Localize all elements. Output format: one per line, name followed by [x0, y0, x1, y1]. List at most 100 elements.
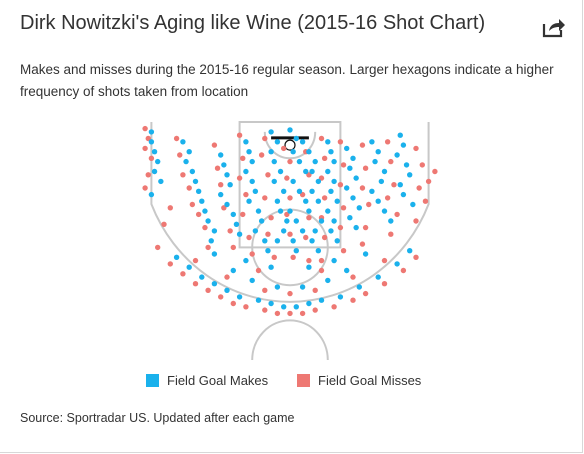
- shot-miss-88: [243, 304, 249, 310]
- shot-make-77: [328, 149, 334, 155]
- shot-miss-9: [177, 152, 183, 158]
- shot-make-137: [243, 257, 249, 264]
- shot-miss-75: [419, 162, 425, 168]
- shot-miss-65: [366, 201, 372, 208]
- shot-make-25: [233, 221, 240, 227]
- shot-make-50: [274, 238, 281, 244]
- shot-make-69: [309, 188, 315, 194]
- shot-make-105: [397, 132, 403, 138]
- shot-miss-78: [413, 218, 419, 224]
- shot-miss-33: [268, 215, 274, 221]
- shot-miss-24: [236, 175, 243, 181]
- shot-make-18: [218, 152, 224, 158]
- shot-make-42: [271, 158, 277, 165]
- shot-make-36: [252, 228, 259, 234]
- shot-miss-23: [240, 155, 246, 161]
- shot-make-35: [258, 218, 265, 224]
- shot-make-125: [337, 294, 344, 300]
- shot-miss-95: [350, 297, 356, 303]
- shot-make-76: [325, 139, 331, 145]
- shot-make-106: [400, 142, 407, 148]
- shot-make-20: [224, 172, 230, 178]
- legend-item-makes[interactable]: Field Goal Makes: [146, 372, 286, 390]
- chart-title: Dirk Nowitzki's Aging like Wine (2015-16…: [20, 12, 486, 34]
- shot-miss-6: [167, 205, 173, 211]
- shot-miss-105: [192, 257, 199, 264]
- shot-make-6: [148, 191, 155, 198]
- shot-miss-96: [362, 290, 369, 297]
- shot-miss-57: [340, 162, 347, 168]
- court-lines: [150, 121, 430, 360]
- shot-miss-49: [318, 135, 325, 142]
- shot-make-15: [205, 218, 211, 224]
- shot-make-93: [356, 205, 362, 211]
- shot-make-107: [394, 152, 400, 158]
- shot-miss-70: [391, 182, 397, 188]
- shot-miss-62: [359, 142, 366, 148]
- shot-make-85: [328, 228, 334, 234]
- legend-label-makes: Field Goal Makes: [167, 373, 269, 388]
- shot-make-2: [151, 149, 158, 155]
- shot-make-117: [224, 287, 230, 293]
- shot-miss-10: [180, 172, 186, 178]
- shot-make-27: [243, 139, 249, 145]
- shot-make-22: [218, 191, 224, 198]
- shot-miss-71: [384, 195, 391, 201]
- half-court-arc: [251, 319, 329, 360]
- shot-miss-46: [306, 215, 312, 221]
- shot-make-14: [202, 208, 208, 214]
- source-note: Source: Sportradar US. Updated after eac…: [20, 411, 295, 425]
- shot-make-118: [236, 294, 243, 300]
- shot-miss-77: [422, 198, 429, 204]
- shot-make-102: [375, 198, 381, 204]
- shot-miss-20: [227, 228, 233, 234]
- shot-make-130: [230, 267, 236, 274]
- shot-make-96: [369, 139, 375, 145]
- shot-make-139: [306, 264, 312, 270]
- shot-miss-106: [255, 267, 262, 274]
- shot-make-64: [293, 248, 299, 254]
- shot-make-104: [388, 218, 394, 224]
- share-button[interactable]: [542, 16, 566, 38]
- shot-make-121: [281, 304, 287, 310]
- shot-miss-98: [400, 267, 407, 274]
- shot-miss-11: [186, 185, 192, 191]
- shot-miss-5: [142, 185, 148, 191]
- shot-make-12: [195, 188, 202, 194]
- shot-make-11: [192, 178, 199, 185]
- shot-make-31: [249, 178, 255, 185]
- shot-miss-37: [287, 158, 293, 165]
- shot-make-71: [306, 208, 312, 214]
- shot-make-132: [274, 284, 281, 290]
- restricted-arc: [263, 131, 317, 160]
- shot-miss-27: [246, 234, 252, 241]
- shot-make-99: [381, 168, 388, 175]
- shot-make-74: [309, 238, 315, 244]
- shot-chart: [142, 121, 438, 360]
- shot-miss-81: [155, 244, 161, 251]
- shot-miss-59: [340, 205, 347, 211]
- shot-miss-91: [287, 310, 293, 317]
- shot-make-88: [350, 155, 356, 161]
- shot-miss-14: [202, 224, 208, 231]
- shot-make-57: [290, 178, 296, 185]
- shot-miss-13: [195, 211, 202, 218]
- shot-miss-60: [337, 224, 344, 231]
- shot-miss-103: [312, 287, 318, 293]
- shot-make-23: [224, 201, 230, 208]
- shot-miss-87: [230, 300, 236, 307]
- shot-miss-38: [284, 175, 290, 181]
- chart-legend: Field Goal Makes Field Goal Misses: [0, 372, 584, 390]
- shot-make-46: [274, 198, 281, 204]
- legend-item-misses[interactable]: Field Goal Misses: [297, 372, 447, 390]
- shot-make-75: [315, 248, 322, 254]
- shot-make-122: [293, 304, 299, 310]
- shot-miss-104: [350, 274, 356, 280]
- shot-make-73: [312, 228, 318, 234]
- shot-miss-42: [290, 254, 296, 260]
- shot-make-83: [325, 208, 331, 214]
- shot-make-126: [356, 284, 362, 290]
- shot-miss-31: [265, 172, 271, 178]
- shot-miss-2: [142, 145, 148, 152]
